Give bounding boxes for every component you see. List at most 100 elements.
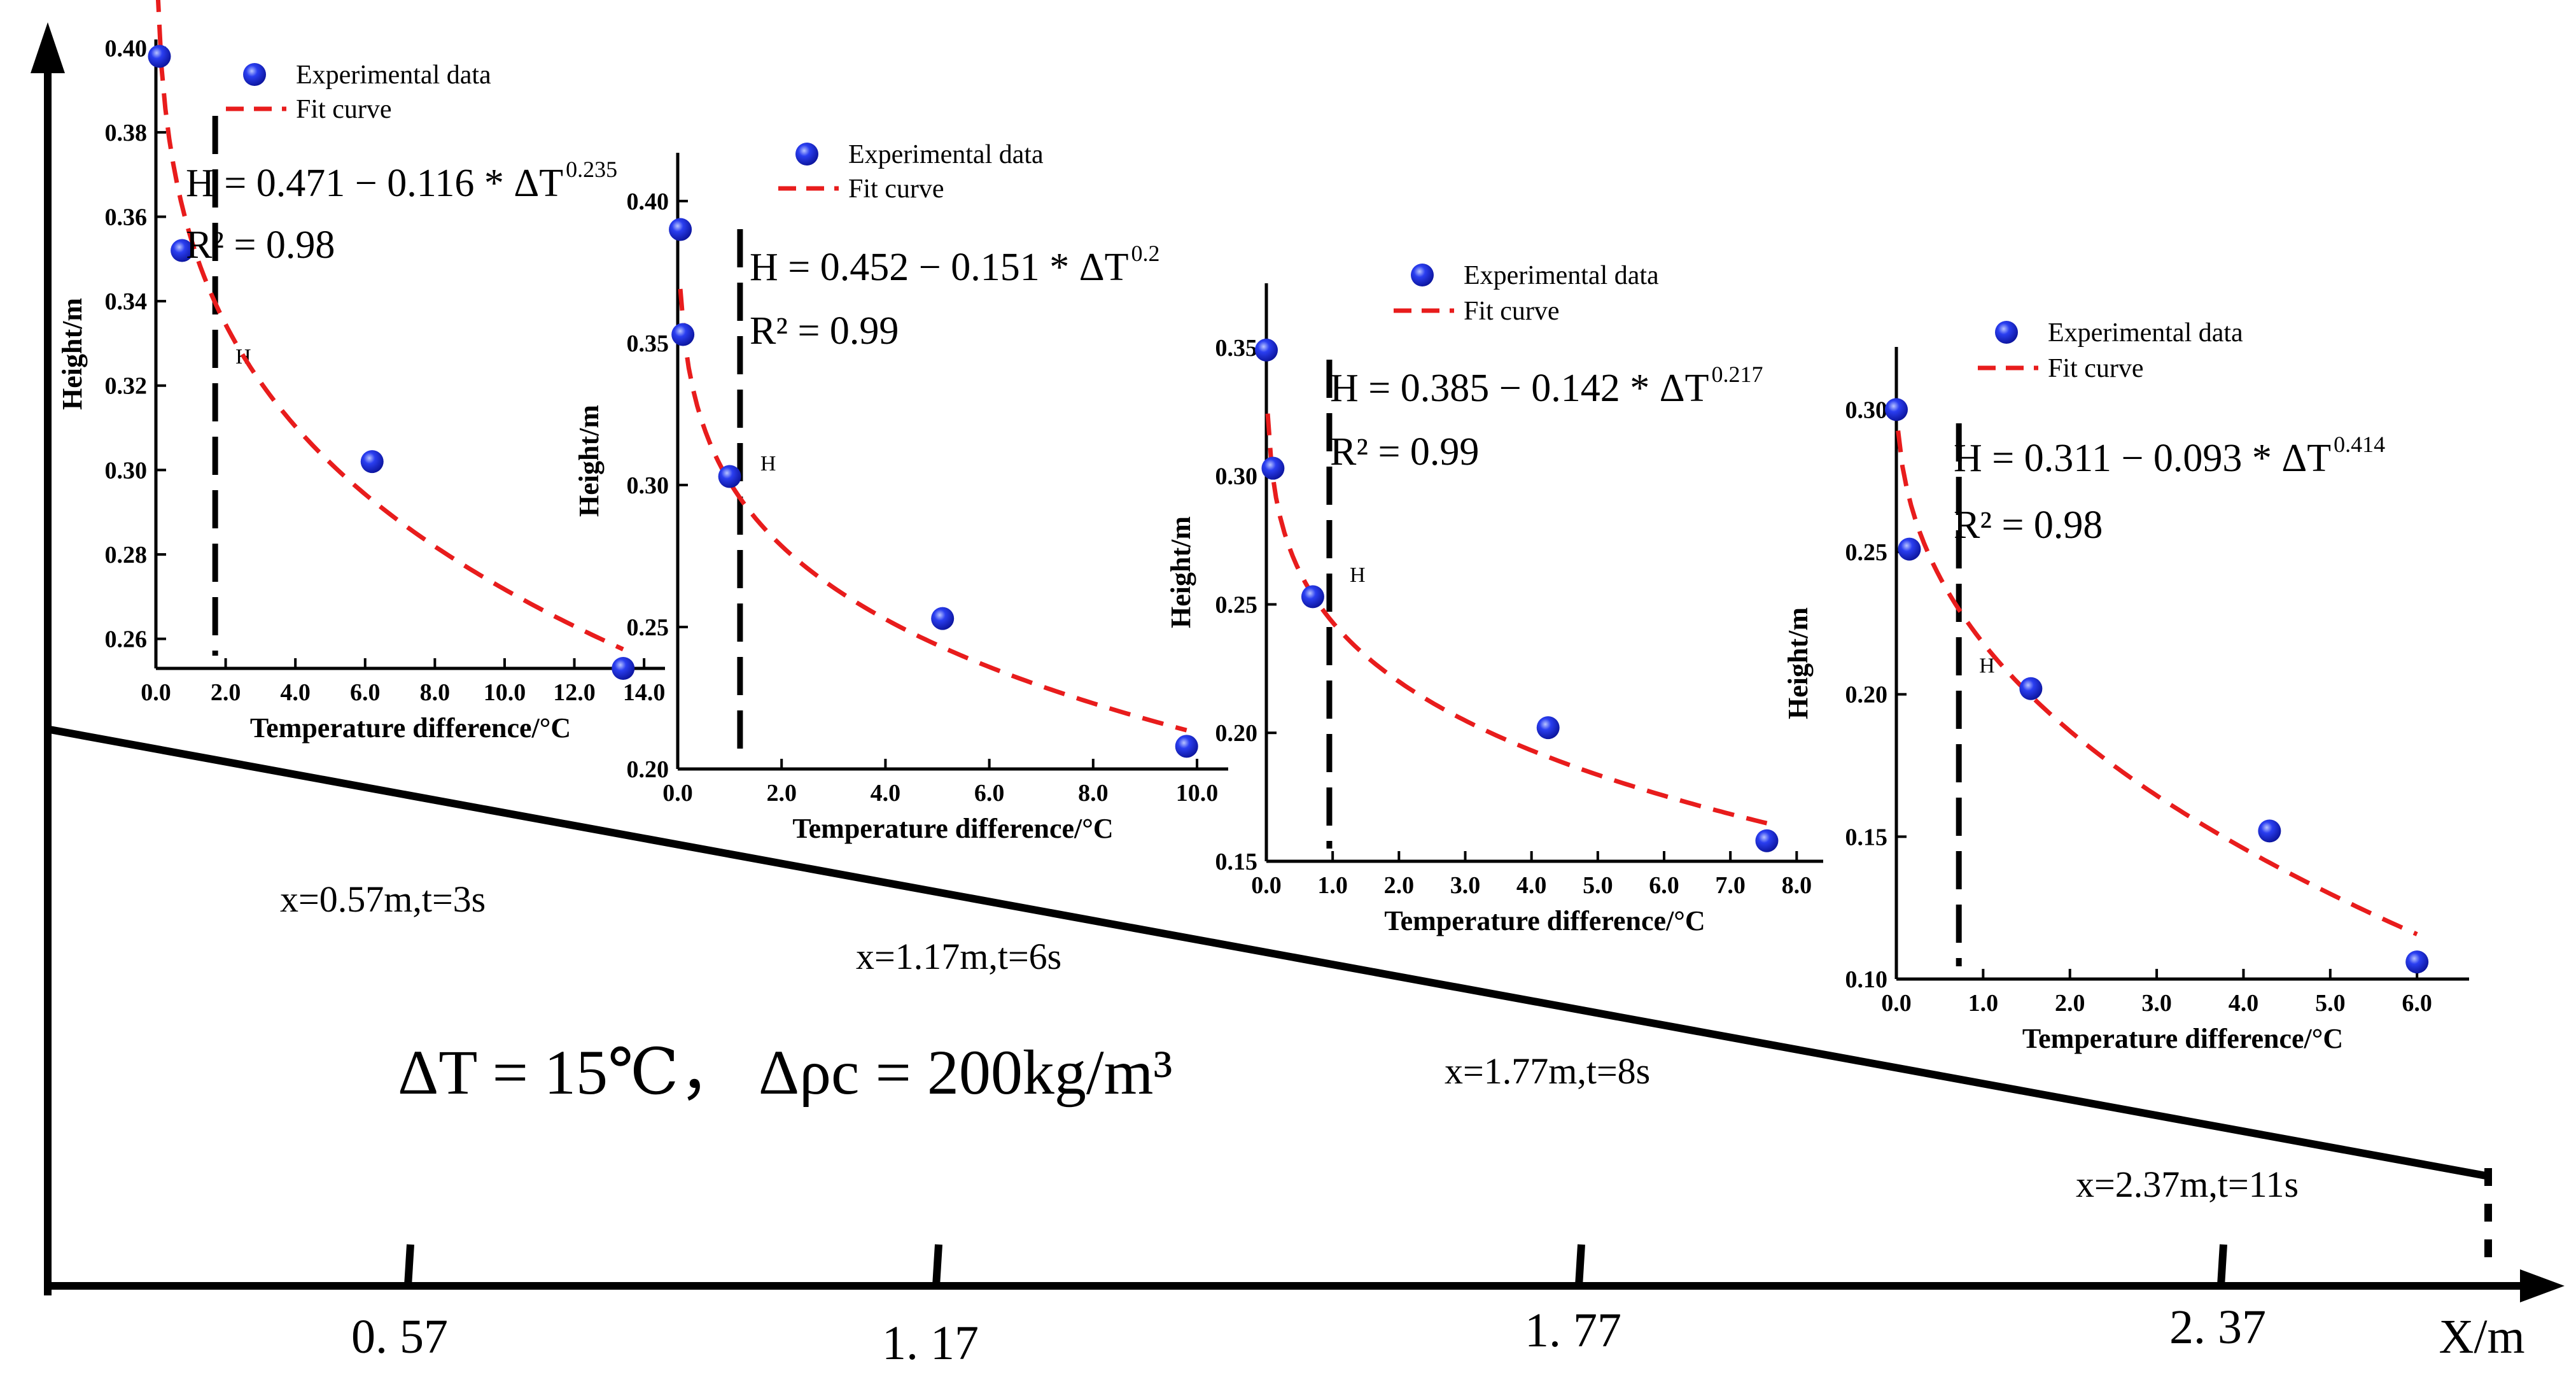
marker-label: H bbox=[1350, 563, 1366, 587]
x-tick-label: 10.0 bbox=[1176, 780, 1219, 807]
r-squared-text: R² = 0.99 bbox=[750, 309, 899, 353]
data-point bbox=[1261, 456, 1285, 480]
chart-4: 0.0 1.0 2.0 3.0 4.0 5.0 6.0 0.10 0.15 0.20 0.25 0.3… bbox=[1782, 318, 2469, 1054]
data-point bbox=[1536, 716, 1560, 740]
main-x-axis-label: X/m bbox=[2439, 1310, 2524, 1364]
x-tick-label: 2.0 bbox=[2055, 990, 2085, 1017]
position-label-4: x=2.37m,t=11s bbox=[2076, 1164, 2299, 1205]
fit-equation: H = 0.471 − 0.116 * ΔT bbox=[186, 162, 563, 205]
fit-equation-exponent: 0.2 bbox=[1131, 241, 1159, 266]
x-tick-label: 8.0 bbox=[1078, 780, 1109, 807]
data-point bbox=[2405, 950, 2429, 974]
main-y-axis-arrow bbox=[31, 22, 65, 73]
x-tick-label: 4.0 bbox=[2229, 990, 2259, 1017]
main-x-tick-label-4: 2. 37 bbox=[2169, 1301, 2266, 1354]
main-x-tick-label-1: 0. 57 bbox=[351, 1310, 448, 1364]
x-tick-label: 2.0 bbox=[766, 780, 797, 807]
y-tick-label: 0.26 bbox=[105, 626, 148, 653]
fit-equation: H = 0.452 − 0.151 * ΔT bbox=[750, 246, 1128, 289]
data-point bbox=[1885, 398, 1908, 421]
x-tick-label: 6.0 bbox=[350, 679, 381, 706]
fit-equation: H = 0.311 − 0.093 * ΔT bbox=[1954, 437, 2331, 480]
main-x-tick-3 bbox=[1575, 1244, 1585, 1287]
legend-point-symbol bbox=[1411, 264, 1434, 286]
fit-curve-line bbox=[1265, 413, 1768, 826]
y-axis-label: Height/m bbox=[1782, 607, 1814, 719]
position-label-2: x=1.17m,t=6s bbox=[856, 936, 1061, 977]
x-tick-label: 0.0 bbox=[141, 679, 171, 706]
y-tick-label: 0.25 bbox=[1215, 591, 1258, 618]
y-tick-label: 0.20 bbox=[1215, 720, 1258, 747]
data-point bbox=[931, 607, 955, 630]
fit-equation-exponent: 0.235 bbox=[566, 157, 617, 182]
r-squared-text: R² = 0.98 bbox=[186, 223, 335, 267]
x-axis-label: Temperature difference/°C bbox=[1384, 905, 1705, 936]
y-tick-label: 0.34 bbox=[105, 288, 148, 315]
x-tick-label: 7.0 bbox=[1715, 872, 1746, 899]
fit-curve-line bbox=[678, 288, 1187, 733]
data-point bbox=[171, 239, 194, 262]
sloping-interface-line bbox=[48, 726, 2491, 1180]
fit-equation-exponent: 0.217 bbox=[1711, 362, 1763, 387]
x-axis-label: Temperature difference/°C bbox=[2022, 1023, 2343, 1054]
y-tick-label: 0.20 bbox=[1845, 682, 1888, 709]
position-label-1: x=0.57m,t=3s bbox=[280, 878, 486, 920]
x-tick-label: 5.0 bbox=[2315, 990, 2346, 1017]
legend-label-experimental: Experimental data bbox=[848, 140, 1044, 169]
x-tick-label: 6.0 bbox=[2402, 990, 2432, 1017]
marker-label: H bbox=[760, 452, 776, 476]
legend-label-experimental: Experimental data bbox=[1464, 261, 1659, 290]
legend-point-symbol bbox=[243, 63, 266, 86]
legend-point-symbol bbox=[1995, 321, 2018, 344]
legend-label-fit: Fit curve bbox=[296, 95, 391, 124]
data-point bbox=[2019, 677, 2043, 700]
y-tick-label: 0.35 bbox=[627, 330, 669, 357]
y-tick-label: 0.25 bbox=[1845, 539, 1888, 566]
x-tick-label: 0.0 bbox=[1251, 872, 1282, 899]
y-tick-label: 0.30 bbox=[1845, 397, 1888, 423]
y-tick-label: 0.10 bbox=[1845, 966, 1888, 993]
r-squared-text: R² = 0.98 bbox=[1954, 504, 2103, 547]
x-tick-label: 12.0 bbox=[553, 679, 596, 706]
y-tick-label: 0.32 bbox=[105, 373, 148, 400]
main-x-tick-4 bbox=[2217, 1244, 2227, 1287]
y-axis-label: Height/m bbox=[57, 298, 88, 410]
r-squared-text: R² = 0.99 bbox=[1330, 430, 1479, 474]
x-tick-label: 2.0 bbox=[1384, 872, 1415, 899]
legend-point-symbol bbox=[795, 143, 818, 166]
x-tick-label: 5.0 bbox=[1583, 872, 1613, 899]
y-tick-label: 0.36 bbox=[105, 204, 148, 230]
x-tick-label: 8.0 bbox=[420, 679, 451, 706]
x-tick-label: 2.0 bbox=[211, 679, 241, 706]
fit-curve-line bbox=[155, 0, 624, 652]
y-tick-label: 0.38 bbox=[105, 120, 148, 146]
main-x-tick-label-3: 1. 77 bbox=[1525, 1304, 1621, 1357]
data-point bbox=[360, 450, 384, 474]
legend-label-fit: Fit curve bbox=[2048, 354, 2143, 383]
condition-text: ΔT = 15℃， Δρc = 200kg/m³ bbox=[398, 1037, 1172, 1108]
chart-2: 0.0 2.0 4.0 6.0 8.0 10.0 0.20 0.25 0.30 0.35 0.40 T… bbox=[573, 140, 1228, 844]
x-tick-label: 0.0 bbox=[662, 780, 693, 807]
y-tick-label: 0.15 bbox=[1215, 849, 1258, 875]
data-point bbox=[1175, 735, 1198, 758]
x-tick-label: 1.0 bbox=[1968, 990, 1999, 1017]
y-tick-label: 0.35 bbox=[1215, 335, 1258, 362]
data-point bbox=[612, 657, 635, 680]
legend-label-fit: Fit curve bbox=[1464, 297, 1559, 326]
x-tick-label: 8.0 bbox=[1782, 872, 1812, 899]
fit-equation-exponent: 0.414 bbox=[2334, 432, 2385, 457]
x-tick-label: 6.0 bbox=[1649, 872, 1679, 899]
main-x-tick-1 bbox=[404, 1244, 414, 1287]
marker-label: H bbox=[1979, 654, 1995, 678]
data-point bbox=[1755, 829, 1779, 852]
position-label-3: x=1.77m,t=8s bbox=[1445, 1050, 1650, 1092]
x-tick-label: 3.0 bbox=[2141, 990, 2172, 1017]
data-point bbox=[1301, 585, 1324, 609]
y-tick-label: 0.30 bbox=[1215, 463, 1258, 490]
fit-curve-line bbox=[1896, 430, 2418, 936]
x-tick-label: 3.0 bbox=[1450, 872, 1481, 899]
x-axis-label: Temperature difference/°C bbox=[792, 813, 1113, 844]
x-tick-label: 0.0 bbox=[1881, 990, 1912, 1017]
data-point bbox=[671, 323, 695, 346]
